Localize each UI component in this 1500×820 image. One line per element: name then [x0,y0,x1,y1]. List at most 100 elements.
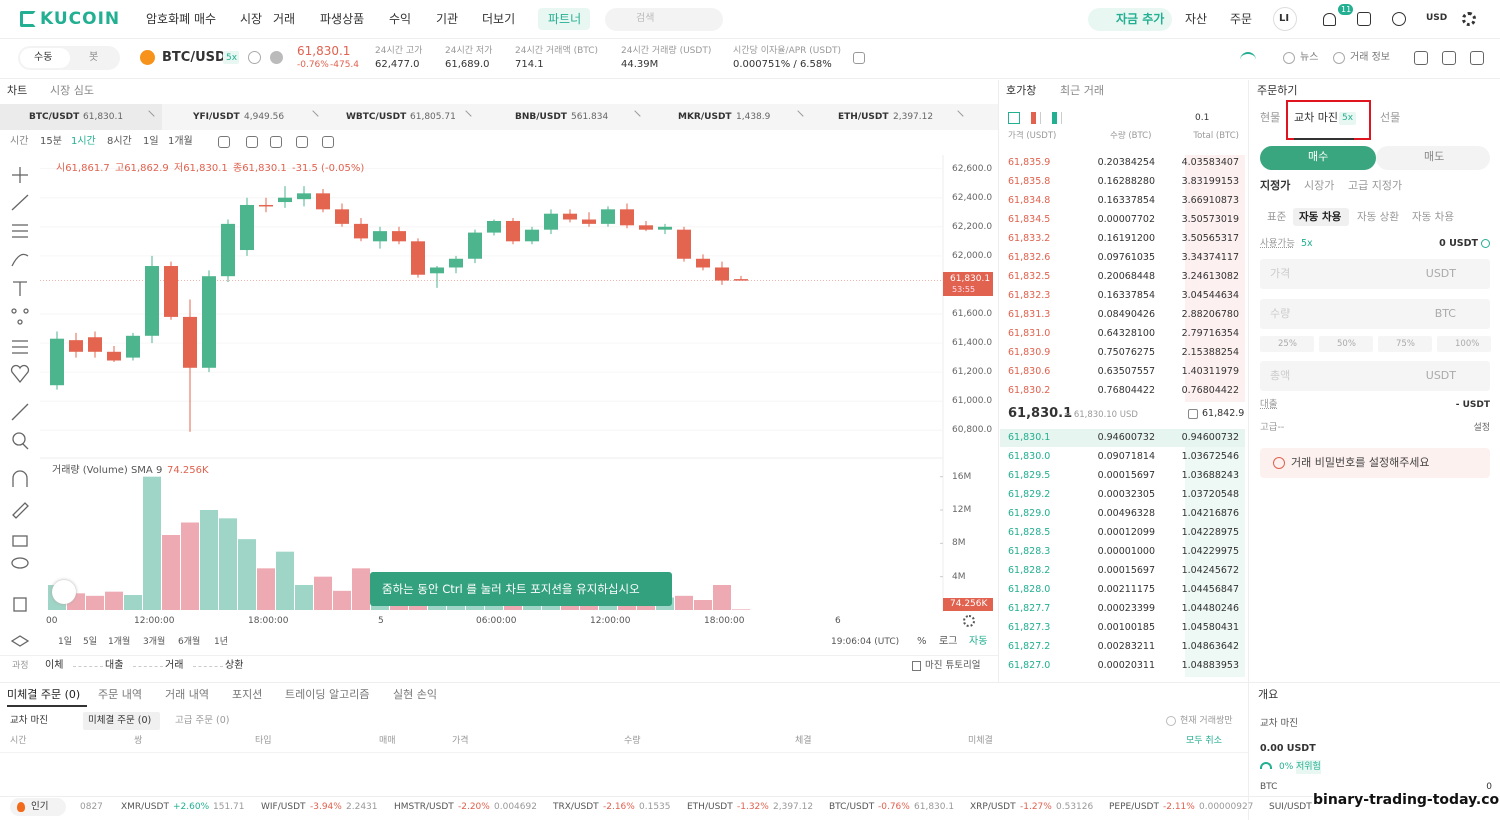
scale-option[interactable]: 자동 [969,636,988,647]
total-input[interactable] [1260,361,1490,391]
pair-tab-name[interactable]: BTC/USDT [29,112,80,122]
nav-item[interactable]: 주문 [1230,12,1253,26]
range-button[interactable]: 5일 [83,637,98,647]
cancel-all[interactable]: 모두 취소 [1186,736,1222,746]
borrow-mode[interactable]: 자동 차용 [1412,211,1454,223]
subtab[interactable]: 고급 주문 (0) [175,715,230,726]
ob-price[interactable]: 61,834.5 [1008,214,1051,225]
panel-tab[interactable]: 차트 [7,84,28,97]
ob-price[interactable]: 61,829.2 [1008,489,1051,500]
ob-price[interactable]: 61,831.3 [1008,309,1051,320]
order-type[interactable]: 시장가 [1304,179,1335,192]
ob-price[interactable]: 61,834.8 [1008,195,1051,206]
deposit-button[interactable] [1088,8,1172,31]
borrow-mode[interactable]: 자동 차용 [1299,211,1342,223]
warning-box[interactable] [1260,448,1490,478]
ob-price[interactable]: 61,833.2 [1008,233,1051,244]
mode-active[interactable] [20,48,70,68]
orders-tab[interactable]: 주문 내역 [98,688,142,701]
form-tab[interactable]: 교차 마진 [1294,111,1338,124]
ob-price[interactable]: 61,828.2 [1008,565,1051,576]
price-input[interactable] [1260,259,1490,289]
layout-icon[interactable] [1442,51,1456,65]
ob-price[interactable]: 61,832.5 [1008,271,1051,282]
panel-tab[interactable]: 최근 거래 [1060,84,1104,97]
ob-price[interactable]: 61,830.0 [1008,451,1051,462]
ob-price[interactable]: 61,828.0 [1008,584,1051,595]
range-button[interactable]: 3개월 [143,637,166,647]
orders-tab[interactable]: 미체결 주문 (0) [7,688,81,701]
panel-tab[interactable]: 시장 심도 [50,84,94,97]
nav-item[interactable]: 자산 [1185,12,1208,26]
news[interactable]: 뉴스 [1300,52,1319,63]
ob-price[interactable]: 61,827.2 [1008,641,1051,652]
panel-tab[interactable]: 주문하기 [1257,84,1298,97]
range-button[interactable]: 1개월 [108,637,131,647]
scale-option[interactable]: 로그 [939,636,958,647]
ob-price[interactable]: 61,827.3 [1008,622,1051,633]
borrow-mode[interactable]: 자동 상환 [1357,211,1399,223]
chart-tool[interactable] [218,136,230,148]
hot-button[interactable] [10,798,66,816]
amount-input[interactable] [1260,299,1490,329]
orders-tab[interactable]: 거래 내역 [165,688,209,701]
step[interactable]: 거래 [165,660,184,671]
orders-tab[interactable]: 트레이딩 알고리즘 [285,688,370,701]
chart-tool[interactable] [296,136,308,148]
strip-pair[interactable]: HMSTR/USDT [394,802,454,812]
panel-tab[interactable]: 호가창 [1006,84,1037,97]
nav-item[interactable]: 기관 [436,12,459,26]
interval[interactable]: 1시간 [71,136,96,147]
globe-icon[interactable] [1392,12,1406,26]
chart-tool[interactable] [322,136,334,148]
order-type[interactable]: 고급 지정가 [1348,179,1403,192]
ob-price[interactable]: 61,835.9 [1008,157,1051,168]
ob-price[interactable]: 61,828.5 [1008,527,1051,538]
settings-icon[interactable] [1462,12,1476,26]
range-button[interactable]: 1년 [214,637,229,647]
form-tab[interactable]: 선물 [1380,111,1401,124]
form-tab[interactable]: 현물 [1260,111,1281,124]
step[interactable]: 이체 [45,660,64,671]
subtab[interactable]: 미체결 주문 (0) [88,715,152,726]
strip-pair[interactable]: XRP/USDT [970,802,1016,812]
add-funds[interactable] [1481,239,1490,248]
percent-button[interactable] [1378,336,1432,352]
download-icon[interactable] [1357,12,1371,26]
range-button[interactable]: 6개월 [178,637,201,647]
nav-item[interactable]: 파생상품 [320,12,365,26]
strip-pair[interactable]: BTC/USDT [829,802,875,812]
ob-price[interactable]: 61,832.3 [1008,290,1051,301]
precision[interactable]: 0.1 [1195,113,1210,123]
nav-item[interactable]: 수익 [389,12,412,26]
strip-pair[interactable]: WIF/USDT [261,802,306,812]
filter[interactable]: 교차 마진 [10,715,48,726]
ob-price[interactable]: 61,828.3 [1008,546,1051,557]
advanced[interactable]: 설정 [1473,423,1490,433]
currency[interactable]: USD [1426,13,1448,23]
swap-icon[interactable] [853,52,865,64]
nav-item[interactable]: 거래 [273,12,296,26]
ob-price[interactable]: 61,831.0 [1008,328,1051,339]
view-asks[interactable] [1031,112,1041,124]
pair-tab-name[interactable]: BNB/USDT [515,112,567,122]
order-type[interactable]: 지정가 [1260,179,1291,192]
layout-icon[interactable] [1414,51,1428,65]
ob-price[interactable]: 61,830.2 [1008,385,1051,396]
orders-tab[interactable]: 실현 손익 [393,688,437,701]
ob-price[interactable]: 61,830.9 [1008,347,1051,358]
range-button[interactable]: 1일 [58,637,73,647]
interval[interactable]: 1개월 [168,136,193,147]
strip-pair[interactable]: TRX/USDT [553,802,599,812]
mode[interactable]: 봇 [89,52,99,63]
bell-icon[interactable] [1323,13,1336,26]
ob-price[interactable]: 61,830.1 [1008,432,1051,443]
nav-item[interactable]: 시장 [240,12,263,26]
ob-price[interactable]: 61,830.6 [1008,366,1051,377]
trade-info[interactable]: 거래 정보 [1350,52,1390,63]
step[interactable]: 대출 [105,660,124,671]
search-box[interactable] [605,8,723,31]
interval[interactable]: 8시간 [107,136,132,147]
borrow-mode[interactable]: 표준 [1267,211,1287,223]
view-bids[interactable] [1052,112,1062,124]
